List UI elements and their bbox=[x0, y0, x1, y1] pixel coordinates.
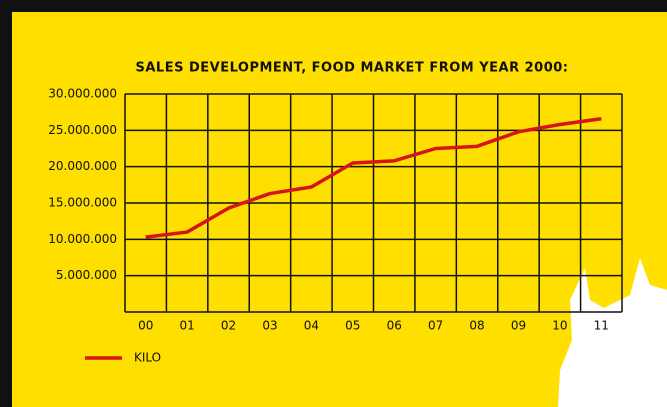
y-tick-label: 15.000.000 bbox=[48, 196, 117, 210]
legend-label: KILO bbox=[134, 351, 161, 365]
cow-silhouette bbox=[558, 258, 667, 407]
chart-title: SALES DEVELOPMENT, FOOD MARKET FROM YEAR… bbox=[136, 61, 569, 76]
y-tick-label: 5.000.000 bbox=[56, 268, 117, 282]
x-tick-label: 02 bbox=[221, 319, 236, 333]
y-tick-label: 30.000.000 bbox=[48, 87, 117, 101]
x-tick-label: 10 bbox=[552, 319, 567, 333]
x-tick-label: 11 bbox=[594, 319, 609, 333]
y-tick-label: 25.000.000 bbox=[48, 123, 117, 137]
x-tick-label: 08 bbox=[469, 319, 484, 333]
x-tick-label: 06 bbox=[387, 319, 402, 333]
x-tick-label: 03 bbox=[262, 319, 277, 333]
data-line bbox=[145, 116, 602, 239]
x-tick-label: 09 bbox=[511, 319, 526, 333]
background bbox=[12, 12, 667, 407]
x-tick-label: 04 bbox=[304, 319, 319, 333]
x-tick-label: 01 bbox=[179, 319, 194, 333]
y-tick-label: 20.000.000 bbox=[48, 159, 117, 173]
y-tick-label: 10.000.000 bbox=[48, 232, 117, 246]
x-tick-label: 07 bbox=[428, 319, 443, 333]
x-tick-label: 05 bbox=[345, 319, 360, 333]
x-tick-label: 00 bbox=[138, 319, 153, 333]
